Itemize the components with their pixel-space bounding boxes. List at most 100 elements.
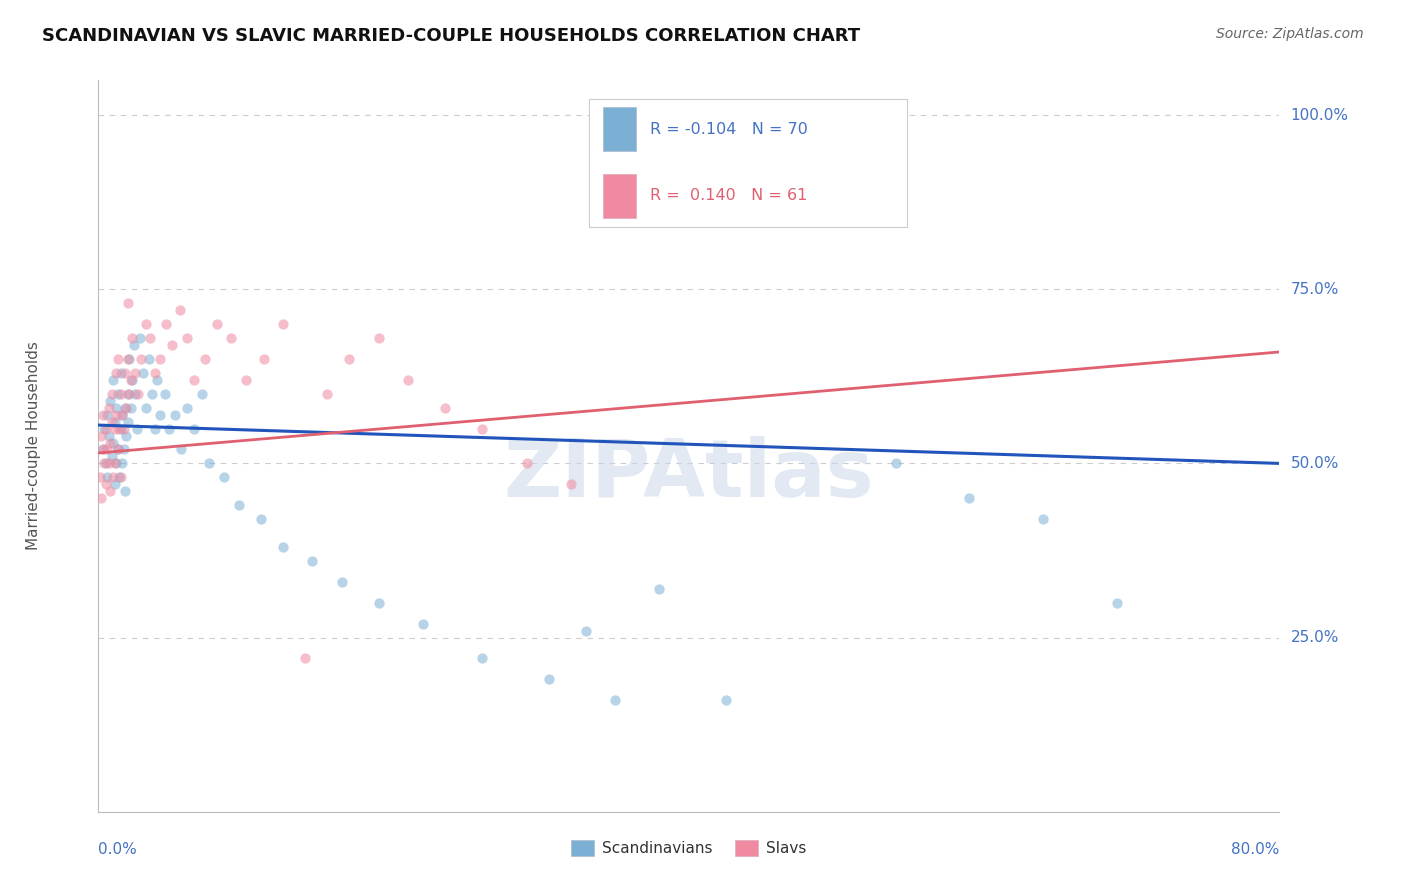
Point [105, 401, 128, 415]
Point [228, 498, 250, 512]
Point [91, 408, 114, 422]
Point [434, 401, 457, 415]
Point [127, 386, 149, 401]
Text: R =  0.140   N = 61: R = 0.140 N = 61 [650, 188, 807, 203]
Point [157, 421, 180, 435]
Point [143, 366, 166, 380]
Point [108, 470, 131, 484]
Point [271, 540, 294, 554]
Point [97, 401, 120, 415]
Point [1032, 512, 1054, 526]
Point [316, 386, 339, 401]
Point [112, 442, 135, 457]
Point [94, 421, 117, 435]
Point [104, 477, 127, 491]
Point [176, 331, 198, 345]
Point [115, 401, 138, 415]
Point [112, 421, 135, 435]
Point [398, 373, 420, 387]
Point [221, 331, 243, 345]
Point [114, 401, 136, 415]
Point [90, 428, 112, 442]
Point [117, 386, 139, 401]
Point [110, 366, 132, 380]
Point [141, 386, 163, 401]
Point [117, 415, 139, 429]
Point [153, 386, 176, 401]
Point [100, 415, 122, 429]
Point [110, 470, 132, 484]
Point [165, 408, 187, 422]
Point [96, 470, 118, 484]
Point [107, 351, 129, 366]
Point [884, 457, 907, 471]
Point [135, 317, 157, 331]
FancyBboxPatch shape [603, 174, 636, 218]
Point [110, 421, 132, 435]
Point [146, 373, 169, 387]
Point [139, 331, 162, 345]
Point [129, 351, 152, 366]
Point [212, 470, 235, 484]
Point [103, 470, 125, 484]
Point [107, 386, 129, 401]
FancyBboxPatch shape [603, 107, 636, 152]
Point [117, 351, 139, 366]
Text: SCANDINAVIAN VS SLAVIC MARRIED-COUPLE HOUSEHOLDS CORRELATION CHART: SCANDINAVIAN VS SLAVIC MARRIED-COUPLE HO… [42, 27, 860, 45]
Point [105, 366, 128, 380]
Point [105, 457, 128, 471]
Point [170, 442, 193, 457]
Point [135, 401, 157, 415]
Point [104, 415, 127, 429]
Point [111, 408, 134, 422]
Point [103, 373, 125, 387]
Point [96, 408, 118, 422]
Point [176, 401, 198, 415]
Text: 0.0%: 0.0% [98, 842, 138, 857]
Point [149, 408, 172, 422]
Point [169, 303, 191, 318]
Point [737, 150, 759, 164]
Point [89, 470, 111, 484]
Point [122, 338, 145, 352]
Text: Source: ZipAtlas.com: Source: ZipAtlas.com [1216, 27, 1364, 41]
Point [114, 366, 136, 380]
Point [98, 393, 121, 408]
Point [107, 442, 129, 457]
Point [648, 582, 671, 596]
Text: 75.0%: 75.0% [1291, 282, 1339, 297]
Point [183, 421, 205, 435]
Point [412, 616, 434, 631]
Point [253, 351, 276, 366]
Point [132, 366, 155, 380]
Point [118, 351, 141, 366]
Point [125, 421, 148, 435]
Text: ZIPAtlas: ZIPAtlas [503, 436, 875, 515]
Point [368, 596, 391, 610]
Point [93, 421, 115, 435]
Point [198, 457, 221, 471]
Point [1107, 596, 1129, 610]
Point [97, 457, 120, 471]
Point [810, 199, 832, 213]
Text: 80.0%: 80.0% [1232, 842, 1279, 857]
Point [120, 401, 142, 415]
Point [91, 442, 114, 457]
Point [90, 491, 112, 506]
Point [104, 457, 127, 471]
Point [118, 386, 141, 401]
Point [605, 693, 627, 707]
Point [108, 421, 131, 435]
Point [194, 351, 217, 366]
Point [100, 386, 122, 401]
Point [128, 331, 150, 345]
Point [124, 386, 146, 401]
Point [111, 408, 134, 422]
Point [191, 386, 214, 401]
Point [271, 317, 294, 331]
Point [294, 651, 316, 665]
Point [98, 484, 121, 499]
Point [516, 457, 538, 471]
Point [537, 673, 560, 687]
Point [959, 491, 981, 506]
